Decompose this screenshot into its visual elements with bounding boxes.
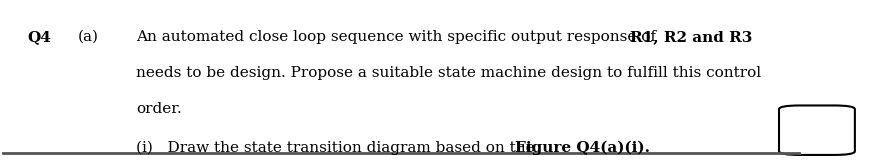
Text: R1, R2 and R3: R1, R2 and R3 bbox=[629, 30, 751, 44]
Text: Q4: Q4 bbox=[27, 30, 51, 44]
Text: (i)   Draw the state transition diagram based on the: (i) Draw the state transition diagram ba… bbox=[136, 141, 539, 155]
Text: needs to be design. Propose a suitable state machine design to fulfill this cont: needs to be design. Propose a suitable s… bbox=[136, 66, 760, 80]
Text: order.: order. bbox=[136, 102, 182, 116]
FancyBboxPatch shape bbox=[778, 105, 854, 155]
Text: (a): (a) bbox=[78, 30, 98, 44]
Text: An automated close loop sequence with specific output response of: An automated close loop sequence with sp… bbox=[136, 30, 660, 44]
Text: Figure Q4(a)(i).: Figure Q4(a)(i). bbox=[515, 141, 649, 155]
